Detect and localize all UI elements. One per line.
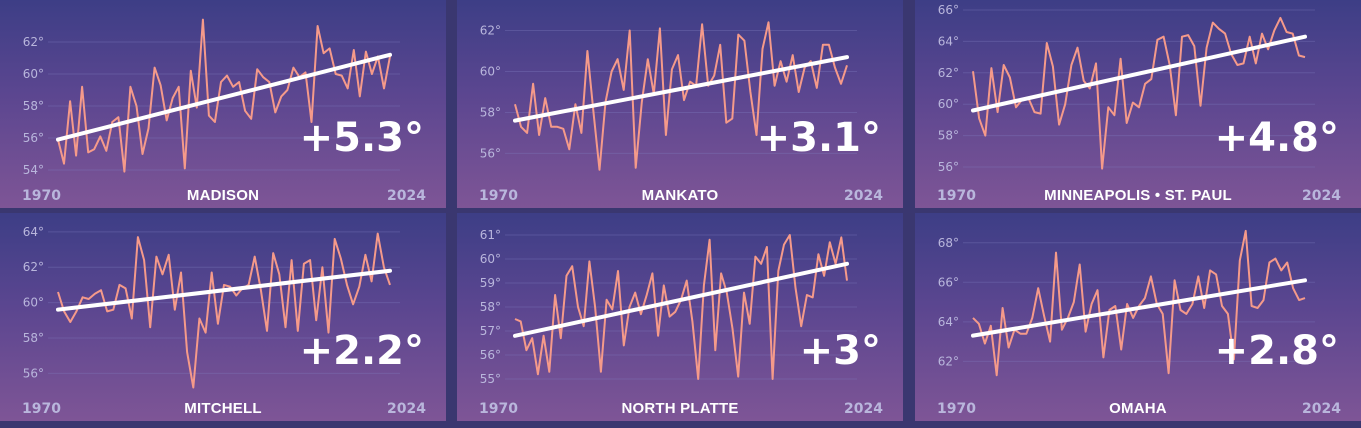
y-tick-label: 60° (480, 64, 501, 78)
temperature-series-line (514, 21, 848, 171)
end-year-label: 2024 (1302, 188, 1341, 204)
y-tick-label: 62° (938, 66, 959, 80)
y-tick-label: 60° (938, 97, 959, 111)
trend-line (971, 278, 1307, 338)
end-year-label: 2024 (387, 188, 426, 204)
y-tick-label: 56° (23, 366, 44, 380)
y-tick-label: 64° (938, 315, 959, 329)
trend-line (971, 34, 1307, 113)
temperature-change-label: +4.8° (1214, 115, 1339, 161)
y-tick-label: 61° (480, 228, 501, 242)
y-tick-label: 56° (480, 146, 501, 160)
temperature-change-label: +2.2° (299, 328, 424, 374)
plot-area: 56° 58° 60° 62° (480, 21, 857, 171)
chart-panel-north-platte: 55° 56° 57° 58° 59° 60° 61° 1970 2024 NORTH PLATT… (457, 213, 903, 421)
y-tick-label: 62° (938, 354, 959, 368)
temperature-change-label: +3° (799, 328, 881, 374)
y-tick-label: 60° (23, 296, 44, 310)
chart-panel-omaha: 62° 64° 66° 68° 1970 2024 OMAHA +2.8° (915, 213, 1361, 421)
chart-panel-mankato: 56° 58° 60° 62° 1970 2024 MANKATO +3.1° (457, 0, 903, 208)
y-tick-label: 55° (480, 372, 501, 386)
start-year-label: 1970 (22, 401, 61, 417)
y-tick-label: 64° (23, 225, 44, 239)
trend-line (513, 261, 849, 338)
y-tick-label: 58° (938, 129, 959, 143)
temperature-change-label: +3.1° (756, 115, 881, 161)
y-tick-label: 58° (480, 105, 501, 119)
start-year-label: 1970 (937, 188, 976, 204)
start-year-label: 1970 (22, 188, 61, 204)
chart-panel-madison: 54° 56° 58° 60° 62° 1970 2024 MADISON +5.3° (0, 0, 446, 208)
y-tick-label: 56° (938, 160, 959, 174)
temperature-change-label: +5.3° (299, 115, 424, 161)
y-tick-label: 59° (480, 276, 501, 290)
temperature-change-label: +2.8° (1214, 328, 1339, 374)
y-tick-label: 58° (23, 331, 44, 345)
plot-area: 56° 58° 60° 62° 64° (23, 225, 400, 389)
y-tick-label: 62° (23, 35, 44, 49)
chart-panel-minneapolis-st-paul: 56° 58° 60° 62° 64° 66° 1970 2024 MINNEAPOLIS • … (915, 0, 1361, 208)
end-year-label: 2024 (387, 401, 426, 417)
y-tick-label: 66° (938, 3, 959, 17)
y-tick-label: 62° (480, 23, 501, 37)
end-year-label: 2024 (844, 401, 883, 417)
y-tick-label: 56° (480, 348, 501, 362)
y-tick-label: 60° (23, 67, 44, 81)
chart-panel-mitchell: 56° 58° 60° 62° 64° 1970 2024 MITCHELL +2.2° (0, 213, 446, 421)
plot-area: 54° 56° 58° 60° 62° (23, 18, 400, 177)
start-year-label: 1970 (937, 401, 976, 417)
y-tick-label: 57° (480, 324, 501, 338)
y-tick-label: 58° (480, 300, 501, 314)
trend-line (513, 55, 849, 123)
plot-area: 56° 58° 60° 62° 64° 66° (938, 3, 1315, 174)
trend-line (56, 52, 392, 142)
y-tick-label: 64° (938, 34, 959, 48)
plot-area: 55° 56° 57° 58° 59° 60° 61° (480, 228, 857, 386)
y-tick-label: 58° (23, 99, 44, 113)
start-year-label: 1970 (479, 188, 518, 204)
y-tick-label: 56° (23, 131, 44, 145)
y-tick-label: 60° (480, 252, 501, 266)
y-tick-label: 68° (938, 236, 959, 250)
trend-line (56, 268, 392, 312)
y-tick-label: 66° (938, 275, 959, 289)
end-year-label: 2024 (844, 188, 883, 204)
y-tick-label: 62° (23, 260, 44, 274)
temperature-series-line (57, 232, 391, 389)
end-year-label: 2024 (1302, 401, 1341, 417)
start-year-label: 1970 (479, 401, 518, 417)
plot-area: 62° 64° 66° 68° (938, 229, 1315, 377)
y-tick-label: 54° (23, 163, 44, 177)
